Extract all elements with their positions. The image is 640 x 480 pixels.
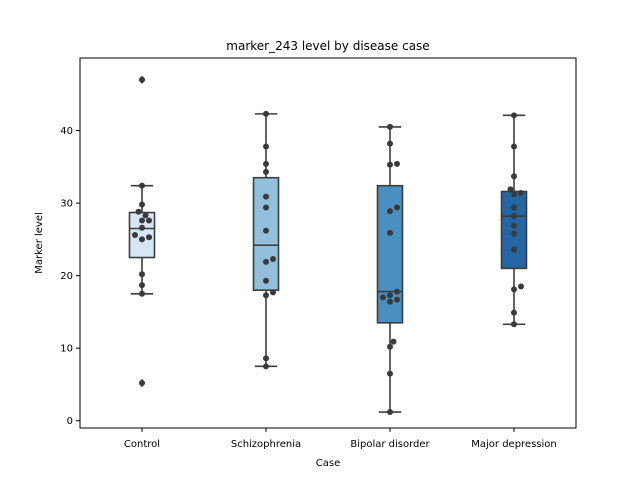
data-point xyxy=(263,160,269,167)
data-point xyxy=(387,370,393,377)
x-axis-label: Case xyxy=(316,458,340,469)
data-point xyxy=(263,110,269,117)
data-point xyxy=(387,298,393,305)
data-point xyxy=(511,222,517,229)
data-point xyxy=(135,208,142,215)
box-group-bipolar-disorder xyxy=(376,126,404,413)
data-point xyxy=(518,283,524,290)
data-point xyxy=(142,212,149,219)
x-tick-label: Bipolar disorder xyxy=(350,439,430,450)
x-axis: Control Schizophrenia Bipolar disorder Majo… xyxy=(124,428,557,450)
data-point xyxy=(146,234,152,241)
data-point xyxy=(511,204,517,211)
data-point xyxy=(387,292,393,299)
x-tick-label: Schizophrenia xyxy=(231,439,301,450)
data-point xyxy=(387,409,393,416)
data-point xyxy=(139,271,145,278)
data-point xyxy=(394,204,400,211)
data-point xyxy=(511,286,517,293)
box xyxy=(500,190,528,270)
data-point xyxy=(511,230,517,237)
data-point xyxy=(139,182,145,189)
y-tick-label: 10 xyxy=(60,344,73,355)
data-point xyxy=(511,321,517,328)
y-tick-label: 0 xyxy=(67,416,73,427)
data-point xyxy=(263,277,269,284)
data-point xyxy=(387,123,393,130)
data-point xyxy=(263,355,269,362)
data-point xyxy=(270,289,276,296)
y-axis-label: Marker level xyxy=(34,212,45,274)
data-point xyxy=(511,246,517,253)
data-point xyxy=(394,288,400,295)
data-point xyxy=(263,292,269,299)
data-point xyxy=(394,160,400,167)
data-point xyxy=(507,186,514,193)
data-point xyxy=(132,232,138,239)
data-point xyxy=(394,296,400,303)
data-point xyxy=(139,380,145,387)
data-point xyxy=(390,338,397,345)
data-point xyxy=(139,236,145,243)
data-point xyxy=(518,189,524,196)
data-point xyxy=(380,294,386,301)
data-point xyxy=(263,363,269,370)
data-point xyxy=(139,290,145,297)
box-group-schizophrenia xyxy=(252,113,280,368)
data-point xyxy=(511,143,517,150)
data-point xyxy=(263,143,269,150)
y-axis: 0 10 20 30 40 xyxy=(60,126,80,427)
y-tick-label: 20 xyxy=(60,271,73,282)
data-point xyxy=(139,76,145,83)
data-point xyxy=(139,224,145,231)
data-point xyxy=(387,229,393,236)
box xyxy=(252,176,280,291)
data-point xyxy=(263,168,269,175)
box-group-control xyxy=(128,75,156,388)
data-point xyxy=(511,173,517,180)
data-point xyxy=(263,193,269,200)
plot-area xyxy=(128,75,528,416)
data-point xyxy=(511,191,517,198)
data-point xyxy=(263,204,269,211)
data-point xyxy=(511,309,517,316)
data-point xyxy=(387,343,393,350)
data-point xyxy=(387,140,393,147)
data-point xyxy=(511,213,517,220)
plot-frame xyxy=(79,57,577,429)
data-point xyxy=(263,258,269,265)
data-point xyxy=(511,112,517,119)
data-point xyxy=(139,282,145,289)
data-point xyxy=(139,217,145,224)
data-point xyxy=(387,208,393,215)
data-point xyxy=(146,217,152,224)
chart-title: marker_243 level by disease case xyxy=(226,39,429,53)
y-tick-label: 30 xyxy=(60,199,73,210)
x-tick-label: Control xyxy=(124,439,160,450)
data-point xyxy=(270,255,276,262)
x-tick-label: Major depression xyxy=(471,439,557,450)
data-point xyxy=(139,201,145,208)
y-tick-label: 40 xyxy=(60,126,73,137)
data-point xyxy=(387,161,393,168)
data-point xyxy=(263,227,269,234)
